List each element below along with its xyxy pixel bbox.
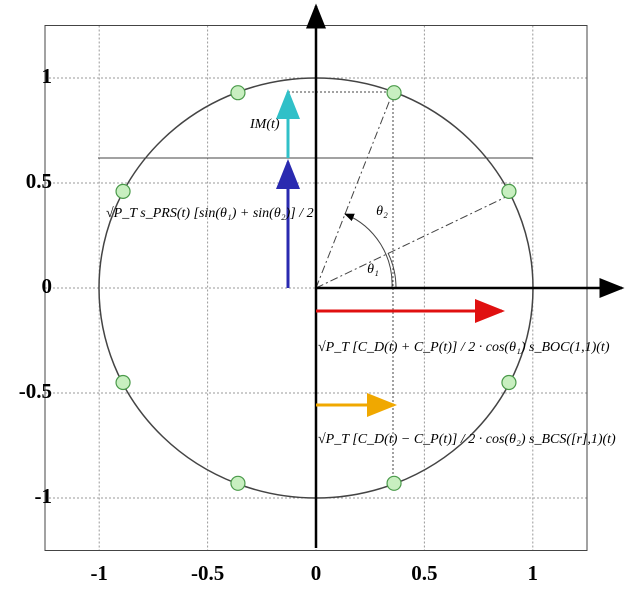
phase-line: [315, 91, 394, 289]
annotation: √P_T [C_D(t) + C_P(t)] / 2 · cos(θ₁) s_B…: [318, 340, 610, 355]
constellation-point: [230, 85, 246, 101]
constellation-point: [115, 183, 131, 199]
constellation-point: [501, 374, 517, 391]
x-tick-label: -1: [90, 561, 108, 585]
annotation: √P_T [C_D(t) − C_P(t)] / 2 · cos(θ₂) s_B…: [318, 432, 616, 447]
phase-line: [315, 194, 511, 289]
x-tick-label: 0.5: [411, 561, 437, 585]
constellation-point: [386, 475, 402, 491]
y-tick-label: 0: [42, 274, 53, 298]
annotation: θ₂: [376, 204, 388, 219]
constellation-point: [386, 85, 402, 101]
points: [115, 85, 517, 491]
constellation-point: [230, 475, 246, 491]
y-tick-label: 0.5: [26, 169, 52, 193]
y-tick-label: -0.5: [19, 379, 52, 403]
constellation-point: [501, 183, 517, 199]
labels: -1 -0.5 0 0.5 1 -1 -0.5 0 0.5 1 IM(t) θ₁ θ₂ √P_T s_PR…: [19, 64, 616, 585]
constellation-point: [115, 374, 131, 391]
x-tick-label: 1: [528, 561, 539, 585]
y-tick-label: 1: [42, 64, 53, 88]
y-tick-label: -1: [35, 484, 53, 508]
angle-arc: [344, 213, 393, 289]
x-tick-label: -0.5: [191, 561, 224, 585]
annotation: θ₁: [367, 262, 379, 277]
annotation: IM(t): [249, 117, 280, 132]
annotation: √P_T s_PRS(t) [sin(θ₁) + sin(θ₂)] / 2: [106, 206, 314, 221]
x-tick-label: 0: [311, 561, 322, 585]
